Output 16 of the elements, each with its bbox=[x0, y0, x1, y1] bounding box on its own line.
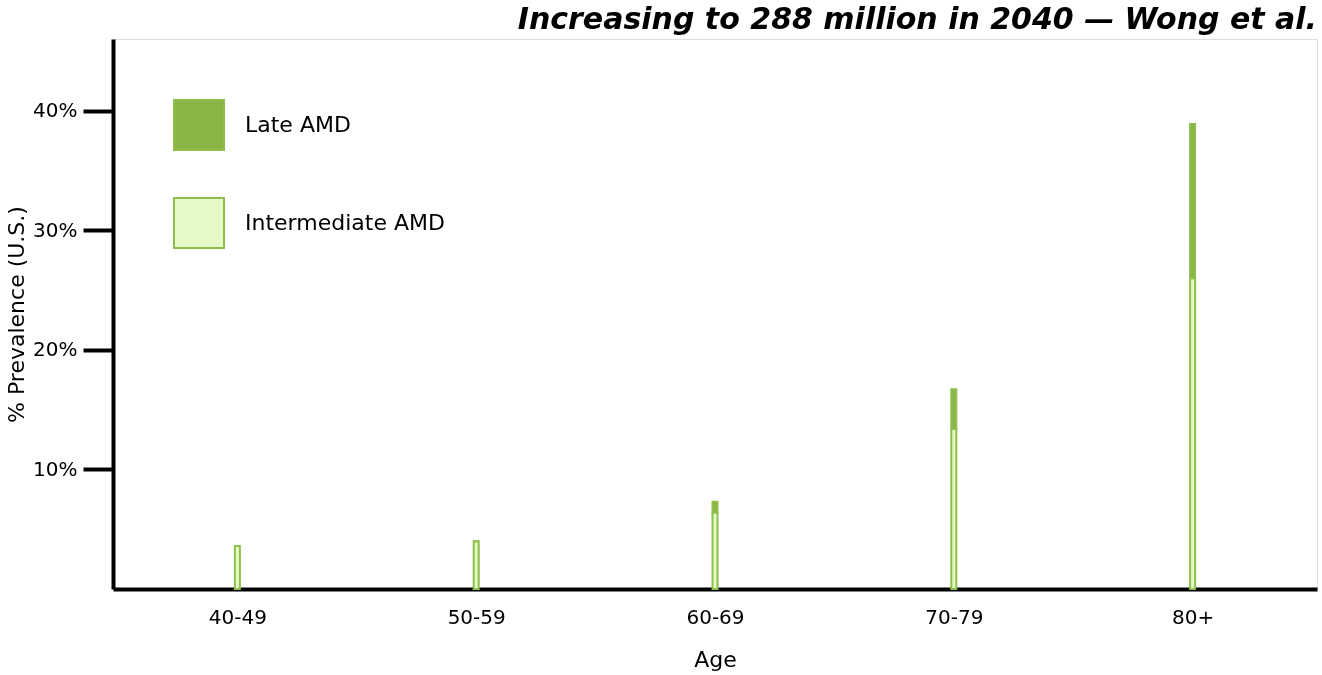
chart-title: Increasing to 288 million in 2040 — Wong et al. bbox=[517, 1, 1317, 36]
x-tick-label: 50-59 bbox=[447, 604, 506, 629]
y-axis-title: % Prevalence (U.S.) bbox=[4, 206, 30, 423]
x-tick-label: 60-69 bbox=[686, 604, 745, 629]
x-tick-label: 70-79 bbox=[925, 604, 984, 629]
bar bbox=[233, 544, 241, 590]
x-tick-label: 80+ bbox=[1171, 604, 1215, 629]
y-tick-label: 10% bbox=[33, 456, 78, 481]
bar bbox=[472, 540, 480, 590]
y-tick-label: 20% bbox=[33, 337, 78, 362]
x-axis-title: Age bbox=[694, 646, 737, 672]
y-tick-label: 40% bbox=[33, 98, 78, 123]
legend-label: Late AMD bbox=[245, 112, 351, 137]
legend-label: Intermediate AMD bbox=[245, 210, 445, 235]
x-tick-label: 40-49 bbox=[208, 604, 267, 629]
y-tick-label: 30% bbox=[33, 217, 78, 242]
